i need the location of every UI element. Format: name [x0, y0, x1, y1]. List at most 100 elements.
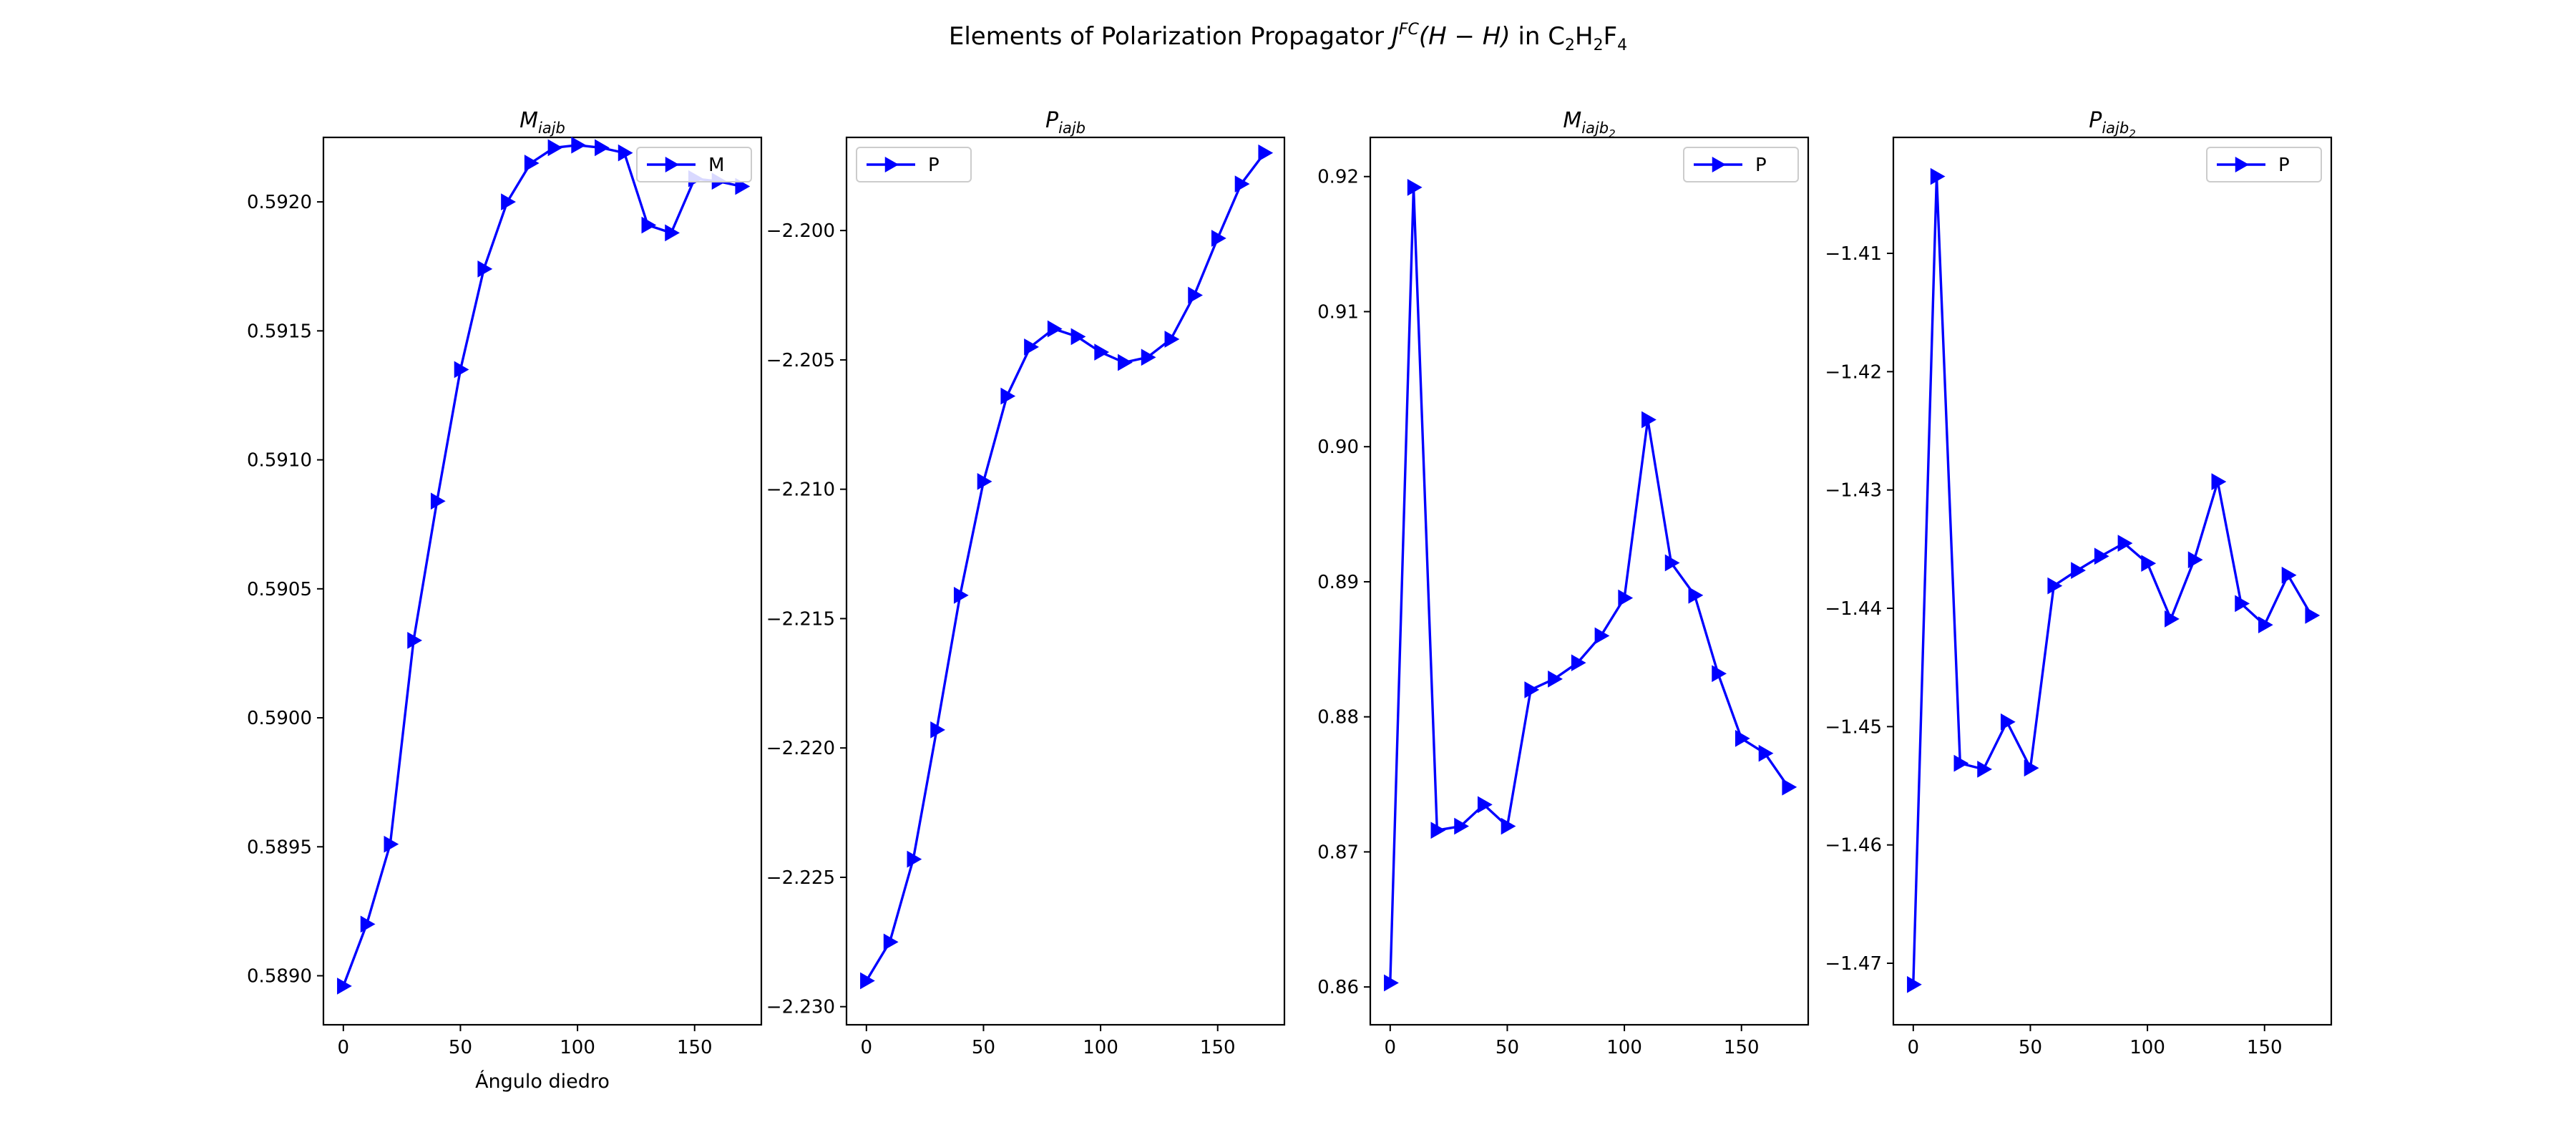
- data-point: [1758, 744, 1774, 762]
- x-tick-label: 100: [2129, 1037, 2165, 1058]
- data-point: [2187, 551, 2203, 569]
- y-tick-label: −2.215: [766, 608, 835, 630]
- data-point: [2258, 616, 2273, 634]
- data-point: [1930, 167, 1946, 185]
- y-tick-label: 0.5910: [247, 450, 312, 472]
- data-point: [1618, 589, 1634, 607]
- data-point: [1384, 974, 1399, 992]
- x-tick-label: 50: [449, 1037, 472, 1058]
- data-point: [860, 972, 875, 990]
- y-tick-label: 0.5895: [247, 837, 312, 858]
- y-tick-label: −2.205: [766, 350, 835, 371]
- data-point: [360, 915, 376, 933]
- y-tick-label: 0.5905: [247, 579, 312, 600]
- legend-marker: [1712, 157, 1726, 172]
- panel-title: Piajb2: [2089, 108, 2136, 140]
- legend-label: M: [708, 155, 724, 176]
- data-point: [1070, 328, 1086, 346]
- data-point: [454, 361, 469, 379]
- title-c-sub: 2: [1565, 36, 1575, 54]
- y-tick-label: 0.86: [1317, 977, 1359, 998]
- data-point: [2071, 562, 2086, 579]
- x-tick-label: 0: [1385, 1037, 1397, 1058]
- title-h: H: [1575, 22, 1594, 51]
- data-point: [2141, 555, 2157, 572]
- x-tick-label: 100: [1606, 1037, 1642, 1058]
- plot-frame: [1369, 136, 1810, 1026]
- panel-title: Miajb: [519, 108, 565, 137]
- y-tick-label: 0.92: [1317, 167, 1359, 188]
- plot-frame: [845, 136, 1286, 1026]
- chart-panel-3: 0 50 100 150 0.86 0.87 0.88 0.89 0.90 0.91 0.92 Mia…: [1317, 108, 1810, 1058]
- data-point: [1501, 817, 1516, 835]
- data-point: [1688, 586, 1704, 604]
- y-tick-label: −1.45: [1825, 716, 1882, 738]
- chart-panel-4: 0 50 100 150 −1.47 −1.46 −1.45 −1.44 −1.43 −1.42 −…: [1825, 108, 2333, 1058]
- x-axis-label: Ángulo diedro: [475, 1070, 610, 1093]
- data-point: [1024, 338, 1039, 356]
- title-j-sup: FC: [1399, 21, 1420, 39]
- data-point: [2024, 759, 2039, 777]
- data-point: [430, 492, 446, 510]
- y-tick-label: −1.46: [1825, 835, 1882, 857]
- x-tick-label: 0: [861, 1037, 873, 1058]
- data-point: [2235, 595, 2250, 613]
- y-tick-label: 0.5915: [247, 321, 312, 342]
- data-point: [2000, 713, 2016, 731]
- y-tick-label: −1.41: [1825, 243, 1882, 265]
- panel-title: Miajb2: [1563, 108, 1615, 140]
- data-point: [1907, 975, 1922, 993]
- y-tick-label: 0.87: [1317, 842, 1359, 863]
- y-tick-label: 0.5920: [247, 192, 312, 213]
- data-point: [337, 978, 352, 995]
- data-point: [2281, 566, 2297, 584]
- data-point: [2094, 547, 2109, 565]
- data-point: [1712, 665, 1727, 683]
- x-tick-label: 150: [1200, 1037, 1236, 1058]
- legend-label: P: [1755, 155, 1767, 176]
- data-point: [1594, 627, 1610, 645]
- x-tick-label: 100: [560, 1037, 595, 1058]
- title-h-sub: 2: [1594, 36, 1604, 54]
- legend-marker: [665, 157, 679, 172]
- legend-marker: [2235, 157, 2249, 172]
- title-args: (H − H): [1419, 22, 1511, 51]
- y-tick-label: 0.5900: [247, 708, 312, 729]
- data-point: [477, 260, 493, 278]
- data-point: [953, 587, 969, 604]
- y-tick-label: 0.5890: [247, 966, 312, 988]
- legend-label: P: [2278, 155, 2290, 176]
- x-tick-label: 0: [1908, 1037, 1920, 1058]
- data-point: [1524, 681, 1540, 698]
- data-point: [1164, 331, 1180, 348]
- x-tick-label: 50: [972, 1037, 995, 1058]
- data-point: [977, 472, 992, 490]
- data-point: [524, 155, 540, 172]
- data-point: [1430, 822, 1446, 839]
- y-tick-label: −2.230: [766, 997, 835, 1018]
- figure-title: Elements of Polarization Propagator JFC(…: [949, 21, 1627, 54]
- x-tick-label: 150: [677, 1037, 713, 1058]
- y-tick-label: 0.90: [1317, 437, 1359, 458]
- data-point: [618, 144, 633, 162]
- legend-label: P: [928, 155, 940, 176]
- plot-frame: [1892, 136, 2333, 1026]
- data-point: [883, 933, 899, 951]
- data-point: [1000, 387, 1016, 405]
- data-point: [1735, 730, 1750, 747]
- y-tick-label: −2.200: [766, 220, 835, 242]
- data-point: [501, 193, 516, 210]
- data-point: [1118, 354, 1133, 371]
- y-tick-label: −2.225: [766, 867, 835, 889]
- chart-panel-2: 0 50 100 150 −2.230 −2.225 −2.220 −2.215 −2.210 −…: [766, 108, 1286, 1058]
- data-point: [1047, 320, 1063, 338]
- panel-title: Piajb: [1045, 108, 1085, 137]
- data-point: [1454, 817, 1470, 835]
- data-point: [1953, 754, 1969, 772]
- data-point: [641, 216, 657, 234]
- x-tick-label: 50: [2019, 1037, 2042, 1058]
- series-line: [865, 152, 1266, 982]
- series-line: [342, 144, 742, 987]
- x-tick-label: 150: [2247, 1037, 2283, 1058]
